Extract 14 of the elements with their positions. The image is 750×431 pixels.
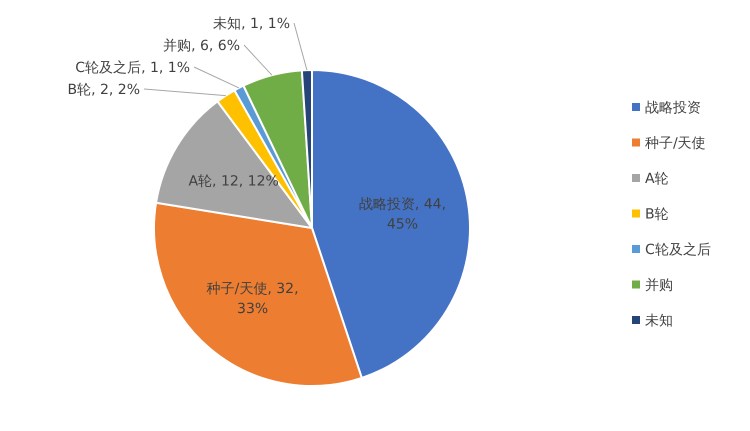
- data-label: B轮, 2, 2%: [67, 82, 140, 98]
- data-label: A轮, 12, 12%: [188, 173, 279, 190]
- legend-label: 种子/天使: [645, 136, 706, 152]
- data-label: 战略投资, 44, 45%: [358, 196, 446, 232]
- legend-label: 未知: [645, 313, 673, 329]
- data-label: C轮及之后, 1, 1%: [75, 60, 190, 76]
- legend-label: 战略投资: [645, 100, 701, 116]
- legend-label: A轮: [645, 171, 669, 187]
- legend-label: B轮: [645, 206, 669, 222]
- legend-label: 并购: [645, 278, 673, 294]
- data-label: 种子/天使, 32, 33%: [206, 280, 299, 317]
- data-label: 未知, 1, 1%: [213, 16, 290, 32]
- legend-label: C轮及之后: [645, 242, 711, 258]
- data-label: 并购, 6, 6%: [163, 38, 240, 54]
